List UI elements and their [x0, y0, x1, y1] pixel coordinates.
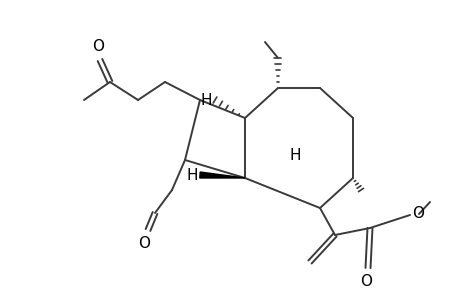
Text: O: O	[92, 39, 104, 54]
Text: H: H	[186, 167, 197, 182]
Polygon shape	[199, 172, 245, 178]
Text: O: O	[411, 206, 423, 220]
Text: O: O	[138, 236, 150, 251]
Text: H: H	[200, 92, 212, 107]
Text: H: H	[289, 148, 300, 163]
Text: O: O	[359, 274, 371, 289]
